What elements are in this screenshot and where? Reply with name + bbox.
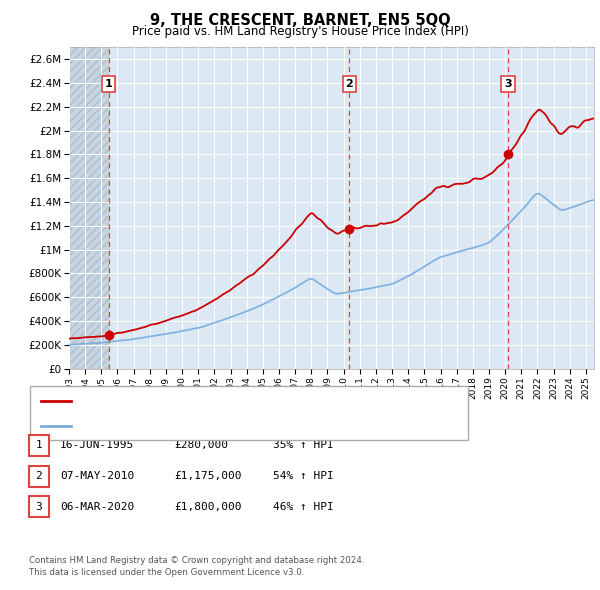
Text: 9, THE CRESCENT, BARNET, EN5 5QQ (detached house): 9, THE CRESCENT, BARNET, EN5 5QQ (detach… xyxy=(77,396,367,407)
Text: This data is licensed under the Open Government Licence v3.0.: This data is licensed under the Open Gov… xyxy=(29,568,304,576)
Text: 06-MAR-2020: 06-MAR-2020 xyxy=(60,502,134,512)
Text: 9, THE CRESCENT, BARNET, EN5 5QQ: 9, THE CRESCENT, BARNET, EN5 5QQ xyxy=(149,13,451,28)
Text: 2: 2 xyxy=(346,79,353,89)
Text: 54% ↑ HPI: 54% ↑ HPI xyxy=(273,471,334,481)
Text: 16-JUN-1995: 16-JUN-1995 xyxy=(60,441,134,450)
Text: Price paid vs. HM Land Registry's House Price Index (HPI): Price paid vs. HM Land Registry's House … xyxy=(131,25,469,38)
Text: 1: 1 xyxy=(35,441,43,450)
Text: HPI: Average price, detached house, Barnet: HPI: Average price, detached house, Barn… xyxy=(77,421,305,431)
Text: £280,000: £280,000 xyxy=(174,441,228,450)
Text: 07-MAY-2010: 07-MAY-2010 xyxy=(60,471,134,481)
Bar xyxy=(69,47,109,369)
Text: Contains HM Land Registry data © Crown copyright and database right 2024.: Contains HM Land Registry data © Crown c… xyxy=(29,556,364,565)
Text: 35% ↑ HPI: 35% ↑ HPI xyxy=(273,441,334,450)
Text: 46% ↑ HPI: 46% ↑ HPI xyxy=(273,502,334,512)
Text: £1,175,000: £1,175,000 xyxy=(174,471,241,481)
Text: 3: 3 xyxy=(35,502,43,512)
Text: 3: 3 xyxy=(504,79,512,89)
Text: 2: 2 xyxy=(35,471,43,481)
Text: £1,800,000: £1,800,000 xyxy=(174,502,241,512)
Text: 1: 1 xyxy=(105,79,113,89)
Bar xyxy=(69,47,109,369)
